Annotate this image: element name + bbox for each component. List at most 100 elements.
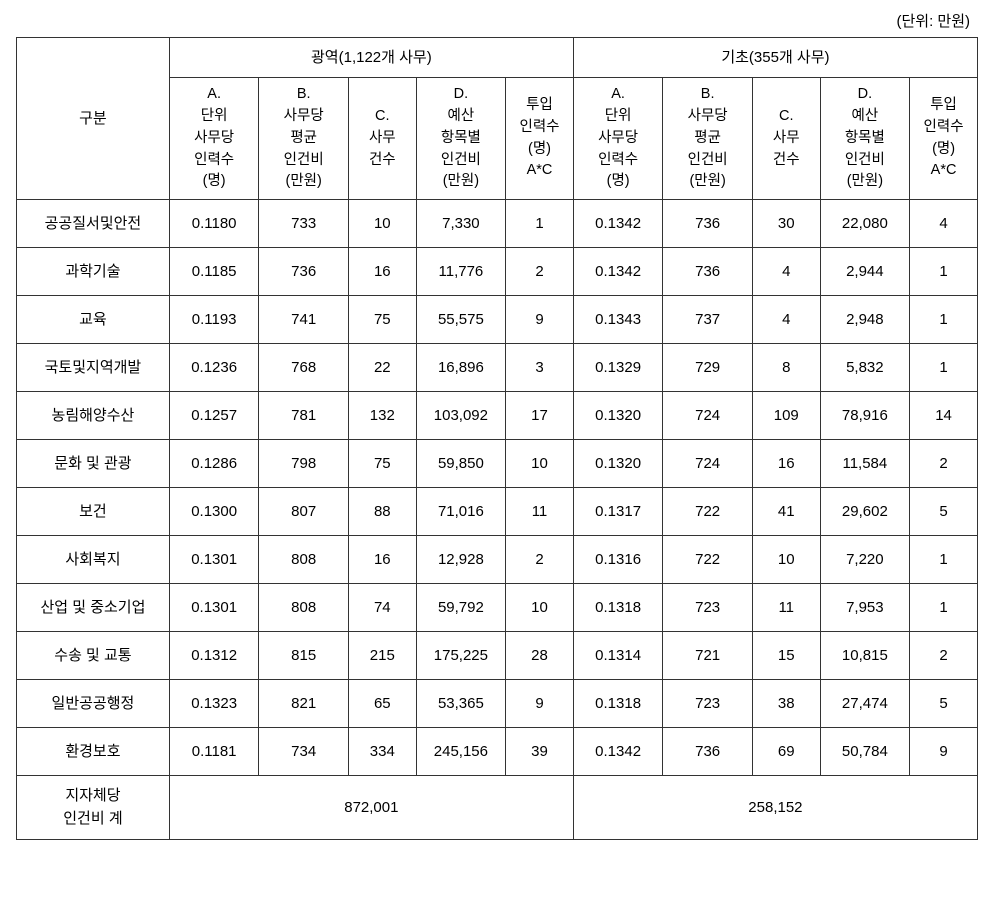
cell-g1-e: 9: [506, 296, 574, 344]
cell-g2-c: 38: [752, 680, 820, 728]
cell-g2-b: 722: [663, 488, 753, 536]
cell-g2-a: 0.1318: [573, 584, 663, 632]
cell-g2-e: 4: [910, 200, 978, 248]
cell-g2-e: 1: [910, 248, 978, 296]
cell-g2-e: 9: [910, 728, 978, 776]
header-g1-d: D.예산항목별인건비(만원): [416, 78, 506, 200]
cell-g2-a: 0.1320: [573, 392, 663, 440]
cell-g2-c: 30: [752, 200, 820, 248]
header-group1: 광역(1,122개 사무): [169, 38, 573, 78]
cell-g2-b: 723: [663, 680, 753, 728]
cell-g2-d: 2,944: [820, 248, 910, 296]
cell-g1-c: 16: [348, 248, 416, 296]
cell-g1-b: 815: [259, 632, 349, 680]
cell-category: 과학기술: [17, 248, 170, 296]
cell-g2-d: 7,220: [820, 536, 910, 584]
cell-g2-e: 2: [910, 632, 978, 680]
cell-g2-d: 7,953: [820, 584, 910, 632]
cell-g1-e: 2: [506, 536, 574, 584]
cell-g1-c: 10: [348, 200, 416, 248]
cell-g1-c: 75: [348, 440, 416, 488]
cell-g2-d: 11,584: [820, 440, 910, 488]
cell-g2-b: 736: [663, 248, 753, 296]
header-g2-b: B.사무당평균인건비(만원): [663, 78, 753, 200]
cell-category: 산업 및 중소기업: [17, 584, 170, 632]
cell-g2-b: 723: [663, 584, 753, 632]
total-val2: 258,152: [573, 776, 977, 840]
cell-category: 보건: [17, 488, 170, 536]
cell-g1-e: 3: [506, 344, 574, 392]
cell-g1-e: 2: [506, 248, 574, 296]
cell-g1-c: 74: [348, 584, 416, 632]
unit-label: (단위: 만원): [16, 10, 978, 31]
cell-g1-a: 0.1301: [169, 536, 259, 584]
cell-g1-d: 53,365: [416, 680, 506, 728]
cell-g2-c: 41: [752, 488, 820, 536]
table-row: 농림해양수산0.1257781132103,092170.13207241097…: [17, 392, 978, 440]
cell-category: 교육: [17, 296, 170, 344]
table-row: 국토및지역개발0.12367682216,89630.132972985,832…: [17, 344, 978, 392]
cell-g1-a: 0.1180: [169, 200, 259, 248]
cell-g2-c: 4: [752, 296, 820, 344]
cell-g1-c: 334: [348, 728, 416, 776]
cell-g1-d: 11,776: [416, 248, 506, 296]
table-row: 교육0.11937417555,57590.134373742,9481: [17, 296, 978, 344]
total-row: 지자체당인건비 계872,001258,152: [17, 776, 978, 840]
cell-g1-d: 71,016: [416, 488, 506, 536]
cell-g2-d: 78,916: [820, 392, 910, 440]
header-g2-a: A.단위사무당인력수(명): [573, 78, 663, 200]
cell-g2-e: 2: [910, 440, 978, 488]
cell-g2-e: 5: [910, 680, 978, 728]
cell-g1-a: 0.1300: [169, 488, 259, 536]
cell-category: 국토및지역개발: [17, 344, 170, 392]
cell-g2-b: 737: [663, 296, 753, 344]
cell-g1-d: 175,225: [416, 632, 506, 680]
cell-g1-e: 28: [506, 632, 574, 680]
cell-g2-d: 29,602: [820, 488, 910, 536]
table-row: 일반공공행정0.13238216553,36590.13187233827,47…: [17, 680, 978, 728]
cell-g1-c: 132: [348, 392, 416, 440]
cell-g1-a: 0.1236: [169, 344, 259, 392]
cell-g2-e: 5: [910, 488, 978, 536]
cell-g1-e: 11: [506, 488, 574, 536]
cell-g2-e: 1: [910, 584, 978, 632]
cell-g2-b: 736: [663, 728, 753, 776]
table-row: 산업 및 중소기업0.13018087459,792100.1318723117…: [17, 584, 978, 632]
cell-g2-c: 109: [752, 392, 820, 440]
cell-g2-c: 15: [752, 632, 820, 680]
cell-g2-c: 69: [752, 728, 820, 776]
cell-g2-e: 14: [910, 392, 978, 440]
cell-g2-c: 4: [752, 248, 820, 296]
cell-g2-b: 724: [663, 440, 753, 488]
cell-g2-b: 724: [663, 392, 753, 440]
cell-g2-e: 1: [910, 536, 978, 584]
cell-category: 환경보호: [17, 728, 170, 776]
cell-g2-a: 0.1343: [573, 296, 663, 344]
cell-g1-c: 88: [348, 488, 416, 536]
cell-g1-e: 9: [506, 680, 574, 728]
cell-g1-d: 55,575: [416, 296, 506, 344]
table-row: 수송 및 교통0.1312815215175,225280.1314721151…: [17, 632, 978, 680]
cell-g1-e: 1: [506, 200, 574, 248]
cell-g2-d: 10,815: [820, 632, 910, 680]
cell-g1-e: 39: [506, 728, 574, 776]
cell-g1-d: 7,330: [416, 200, 506, 248]
cell-g1-b: 808: [259, 584, 349, 632]
header-g1-e: 투입인력수(명)A*C: [506, 78, 574, 200]
cell-g1-a: 0.1286: [169, 440, 259, 488]
cell-g2-a: 0.1342: [573, 248, 663, 296]
header-group2: 기초(355개 사무): [573, 38, 977, 78]
table-row: 환경보호0.1181734334245,156390.13427366950,7…: [17, 728, 978, 776]
cell-g2-c: 11: [752, 584, 820, 632]
cell-g1-a: 0.1185: [169, 248, 259, 296]
cell-g2-a: 0.1318: [573, 680, 663, 728]
cell-g1-b: 821: [259, 680, 349, 728]
cell-g2-a: 0.1342: [573, 728, 663, 776]
total-val1: 872,001: [169, 776, 573, 840]
cell-g1-c: 65: [348, 680, 416, 728]
cell-g2-c: 8: [752, 344, 820, 392]
data-table: 구분 광역(1,122개 사무) 기초(355개 사무) A.단위사무당인력수(…: [16, 37, 978, 840]
cell-category: 공공질서및안전: [17, 200, 170, 248]
header-g2-e: 투입인력수(명)A*C: [910, 78, 978, 200]
table-row: 과학기술0.11857361611,77620.134273642,9441: [17, 248, 978, 296]
